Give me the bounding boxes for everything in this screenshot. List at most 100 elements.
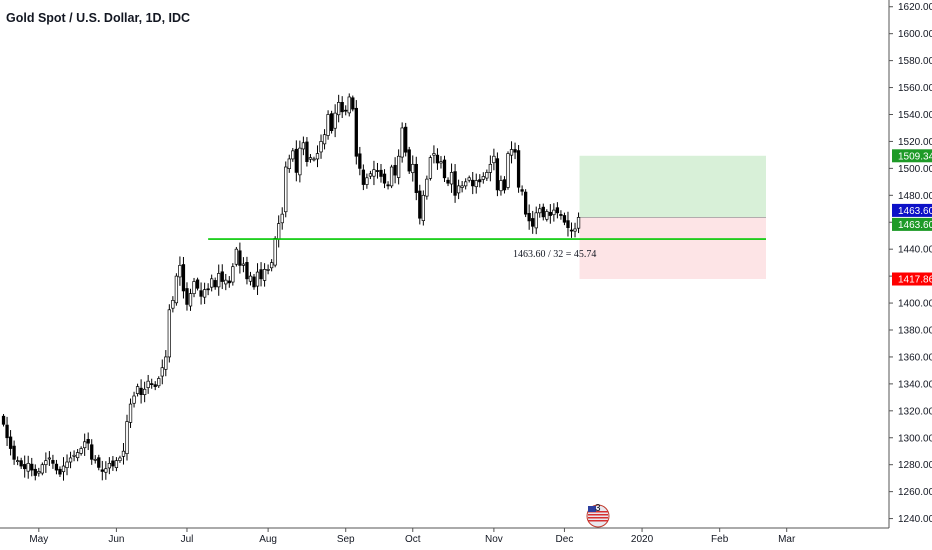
candle-body-down: [453, 171, 457, 196]
candle-body-down: [54, 463, 59, 471]
candle-body-down: [305, 141, 309, 162]
us-flag-badge-icon: 3: [586, 503, 610, 528]
candle-body-down: [520, 189, 524, 192]
candle-body-down: [294, 148, 298, 173]
candle-body-up: [326, 114, 330, 136]
candle-body-down: [238, 250, 242, 266]
price-tick-label: 1480.00: [898, 191, 932, 202]
candle-body-up: [75, 452, 80, 459]
candle-body-down: [435, 154, 440, 164]
candle-body-up: [83, 441, 87, 449]
candle-body-down: [358, 153, 362, 169]
target-price-tag: 1509.34: [892, 149, 932, 163]
badge-stripe: [588, 511, 608, 513]
candle-body-down: [548, 211, 552, 216]
candle-body-up: [449, 172, 454, 185]
candle-body-down: [213, 280, 217, 288]
candle-body-up: [284, 166, 288, 213]
candle-body-up: [26, 462, 30, 472]
candle-body-up: [65, 461, 69, 469]
time-tick-label: Jun: [108, 534, 124, 545]
candle-body-down: [329, 113, 334, 132]
price-tick-label: 1620.00: [898, 2, 932, 13]
candle-body-up: [347, 96, 351, 114]
candle-body-up: [474, 180, 478, 188]
candle-body-up: [146, 380, 150, 388]
candle-body-down: [379, 169, 383, 177]
candle-body-up: [425, 178, 429, 197]
last-price-tag-bg: [892, 217, 932, 231]
candle-body-up: [262, 269, 267, 281]
candle-body-up: [79, 448, 83, 454]
candle-body-down: [502, 179, 507, 191]
price-tick-label: 1520.00: [898, 137, 932, 148]
price-tick-label: 1360.00: [898, 352, 932, 363]
candle-body-up: [372, 169, 376, 177]
candle-body-down: [566, 220, 570, 228]
candle-body-up: [280, 213, 284, 224]
candle-body-up: [291, 150, 295, 160]
candle-body-up: [396, 155, 401, 178]
candle-body-up: [188, 293, 193, 307]
candle-body-up: [287, 158, 291, 169]
candle-body-up: [68, 457, 73, 463]
candle-body-up: [467, 177, 471, 181]
candle-body-up: [202, 289, 207, 298]
profit-zone: [579, 155, 766, 218]
candle-body-up: [389, 166, 394, 187]
candle-body-up: [312, 158, 316, 161]
candle-body-up: [128, 403, 133, 423]
entry-price-tag-bg: [892, 203, 932, 217]
candle-body-down: [513, 149, 517, 153]
candle-body-down: [569, 229, 574, 232]
candle-body-down: [1, 415, 6, 425]
candle-body-down: [30, 463, 34, 471]
candle-body-up: [269, 262, 274, 269]
chart-overlays: 1463.60 / 32 = 45.74 3: [208, 238, 766, 528]
stop-price-tag-bg: [892, 272, 932, 286]
candle-body-up: [481, 176, 485, 180]
candle-body-up: [125, 421, 129, 454]
candle-body-up: [142, 388, 147, 396]
loss-zone: [579, 217, 766, 280]
time-tick-label: Feb: [711, 534, 729, 545]
candle-body-up: [248, 275, 253, 282]
candle-body-up: [234, 248, 239, 265]
price-tick-label: 1440.00: [898, 245, 932, 256]
candle-body-up: [488, 163, 493, 173]
price-tick-label: 1580.00: [898, 56, 932, 67]
price-tick-label: 1560.00: [898, 83, 932, 94]
candle-body-up: [135, 386, 140, 394]
candle-body-down: [8, 436, 13, 449]
candle-body-down: [150, 383, 154, 385]
candle-body-down: [344, 109, 348, 112]
candle-body-up: [121, 450, 126, 457]
candle-body-up: [301, 142, 306, 150]
ratio-annotation: 1463.60 / 32 = 45.74: [513, 249, 596, 260]
candle-body-up: [241, 263, 246, 266]
candle-body-down: [351, 97, 355, 110]
candle-body-up: [72, 454, 76, 457]
candle-body-down: [259, 269, 263, 280]
candle-body-up: [15, 460, 20, 463]
candle-body-up: [160, 367, 164, 377]
price-tick-label: 1300.00: [898, 433, 932, 444]
candle-body-down: [227, 280, 231, 284]
candle-body-down: [559, 214, 563, 216]
candle-body-up: [534, 212, 538, 229]
candle-body-down: [185, 288, 189, 305]
target-price-tag-label: 1509.34: [898, 151, 932, 162]
candle-body-down: [375, 170, 380, 172]
candle-body-up: [277, 223, 281, 240]
candle-body-up: [464, 181, 468, 187]
candle-body-up: [485, 172, 489, 179]
candle-body-down: [195, 279, 200, 289]
candle-body-down: [386, 184, 390, 187]
candle-body-down: [181, 264, 186, 292]
candle-body-up: [107, 462, 112, 469]
candle-body-down: [206, 288, 210, 291]
time-tick-label: 2020: [631, 534, 654, 545]
candle-body-up: [545, 211, 549, 220]
